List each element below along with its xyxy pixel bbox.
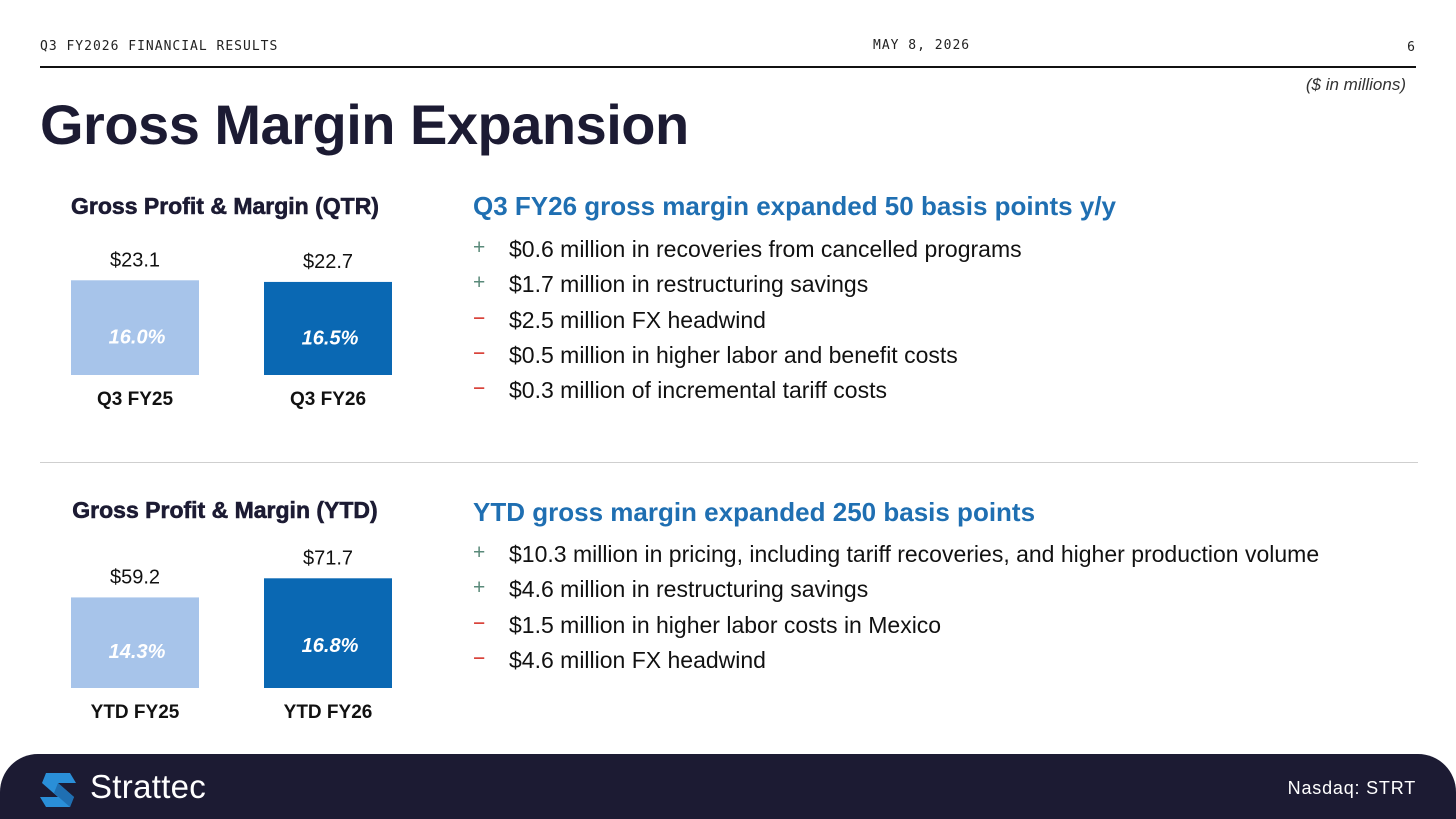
minus-icon: − <box>473 306 486 330</box>
header-date: MAY 8, 2026 <box>873 38 971 53</box>
qtr-bullet-text: $0.3 million of incremental tariff costs <box>509 377 887 404</box>
ytd-chart-svg: Gross Profit & Margin (YTD) $59.2 14.3% YTD… <box>71 497 392 723</box>
slide-title: Gross Margin Expansion <box>40 93 689 156</box>
ytd-bullet-text: $1.5 million in higher labor costs in Me… <box>509 611 942 638</box>
ytd-headline: YTD gross margin expanded 250 basis poin… <box>473 497 1036 527</box>
minus-icon: − <box>473 341 486 365</box>
qtr-bullet-text: $0.5 million in higher labor and benefit… <box>509 341 958 368</box>
ytd-bullet-text: $4.6 million in restructuring savings <box>509 576 869 603</box>
bar-margin-label: 14.3% <box>109 641 166 663</box>
bar-ytd-fy25 <box>71 597 199 688</box>
minus-icon: − <box>473 646 486 670</box>
qtr-chart-svg: Gross Profit & Margin (QTR) $23.1 16.0% Q3 … <box>71 193 392 410</box>
brand-name: Strattec <box>90 768 207 805</box>
minus-icon: − <box>473 611 486 635</box>
bar-margin-label: 16.5% <box>302 327 359 349</box>
chart-title: Gross Profit & Margin (YTD) <box>72 497 377 523</box>
minus-icon: − <box>473 377 486 401</box>
plus-icon: + <box>473 271 486 295</box>
category-label: Q3 FY26 <box>290 389 366 410</box>
header-section-label: Q3 FY2026 FINANCIAL RESULTS <box>40 39 279 54</box>
bar-q3-fy25 <box>71 280 199 375</box>
bar-value-label: $71.7 <box>303 547 353 569</box>
category-label: YTD FY25 <box>91 702 180 723</box>
slide-footer: Strattec Nasdaq: STRT <box>0 754 1456 819</box>
qtr-bullet-text: $2.5 million FX headwind <box>509 306 766 333</box>
bar-value-label: $59.2 <box>110 566 160 588</box>
page-number: 6 <box>1407 40 1416 55</box>
plus-icon: + <box>473 236 486 259</box>
chart-title: Gross Profit & Margin (QTR) <box>71 193 379 219</box>
bar-margin-label: 16.0% <box>109 327 166 349</box>
bar-value-label: $23.1 <box>110 249 160 271</box>
ytd-gross-profit-chart: Gross Profit & Margin (YTD) $59.2 14.3% YTD… <box>40 484 420 744</box>
units-note: ($ in millions) <box>1305 75 1406 94</box>
bar-q3-fy26 <box>264 281 392 375</box>
category-label: YTD FY26 <box>284 702 373 723</box>
strattec-logo-icon <box>40 769 80 814</box>
bar-margin-label: 16.8% <box>302 635 359 657</box>
qtr-bullet-text: $1.7 million in restructuring savings <box>509 271 869 298</box>
slide-header: Q3 FY2026 FINANCIAL RESULTS MAY 8, 2026 … <box>40 38 1416 68</box>
ytd-bullet-text: $10.3 million in pricing, including tari… <box>509 541 1320 567</box>
section-divider <box>40 462 1418 463</box>
qtr-gross-profit-chart: Gross Profit & Margin (QTR) $23.1 16.0% Q3 … <box>40 180 420 440</box>
qtr-headline: Q3 FY26 gross margin expanded 50 basis p… <box>473 191 1117 221</box>
bar-value-label: $22.7 <box>303 251 353 273</box>
category-label: Q3 FY25 <box>97 389 173 410</box>
ticker-label: Nasdaq: STRT <box>1287 778 1416 798</box>
qtr-bullet-text: $0.6 million in recoveries from cancelle… <box>509 236 1022 262</box>
ytd-bullet-text: $4.6 million FX headwind <box>509 646 766 673</box>
bar-ytd-fy26 <box>264 578 392 688</box>
plus-icon: + <box>473 541 486 564</box>
plus-icon: + <box>473 576 486 600</box>
